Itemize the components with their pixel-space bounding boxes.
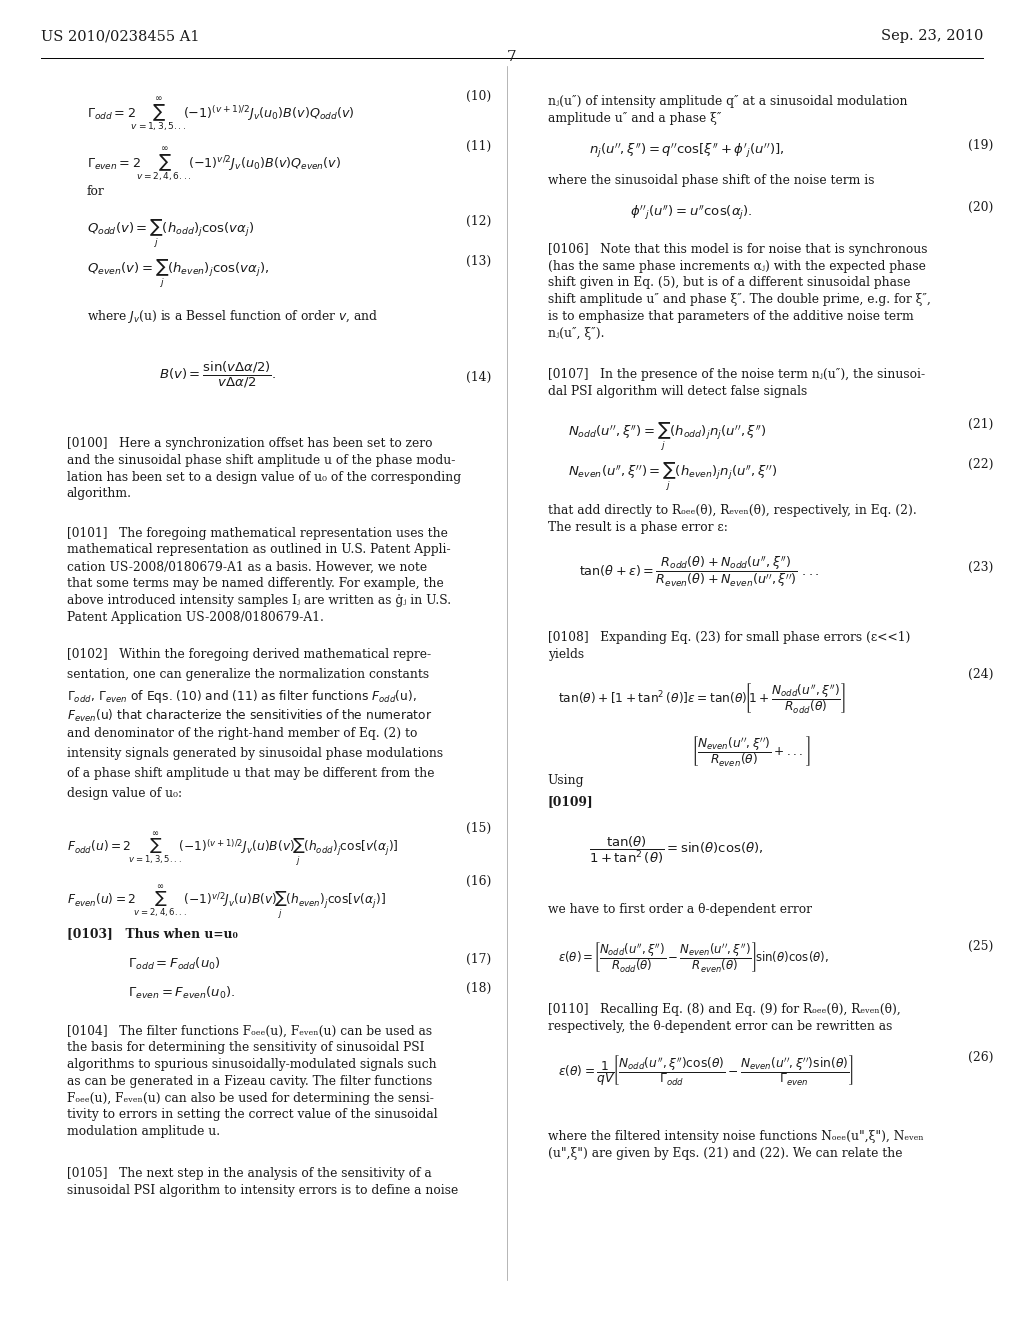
Text: $\varepsilon(\theta)=\!\left[\dfrac{N_{odd}(u'',\xi'')}{R_{odd}(\theta)}-\dfrac{: $\varepsilon(\theta)=\!\left[\dfrac{N_{o… [558, 940, 829, 974]
Text: [0104]   The filter functions Fₒₑₑ(u), Fₑᵥₑₙ(u) can be used as
the basis for det: [0104] The filter functions Fₒₑₑ(u), Fₑᵥ… [67, 1024, 437, 1138]
Text: [0106]   Note that this model is for noise that is synchronous
(has the same pha: [0106] Note that this model is for noise… [548, 243, 931, 339]
Text: (24): (24) [968, 668, 993, 681]
Text: $\dfrac{\tan(\theta)}{1+\tan^2(\theta)}=\sin(\theta)\cos(\theta),$: $\dfrac{\tan(\theta)}{1+\tan^2(\theta)}=… [589, 834, 763, 866]
Text: $B(v) = \dfrac{\sin(v\Delta\alpha/2)}{v\Delta\alpha/2}.$: $B(v) = \dfrac{\sin(v\Delta\alpha/2)}{v\… [159, 360, 276, 391]
Text: (25): (25) [968, 940, 993, 953]
Text: $\tan(\theta+\varepsilon)=\dfrac{R_{odd}(\theta)+N_{odd}(u'',\xi'')}{R_{even}(\t: $\tan(\theta+\varepsilon)=\dfrac{R_{odd}… [579, 554, 819, 590]
Text: [0100]   Here a synchronization offset has been set to zero
and the sinusoidal p: [0100] Here a synchronization offset has… [67, 437, 461, 500]
Text: Using: Using [548, 774, 585, 787]
Text: (19): (19) [968, 139, 993, 152]
Text: where the filtered intensity noise functions Nₒₑₑ(u",ξ"), Nₑᵥₑₙ
(u",ξ") are give: where the filtered intensity noise funct… [548, 1130, 924, 1160]
Text: (12): (12) [466, 215, 492, 228]
Text: (14): (14) [466, 371, 492, 384]
Text: (18): (18) [466, 982, 492, 995]
Text: 7: 7 [507, 50, 517, 65]
Text: Sep. 23, 2010: Sep. 23, 2010 [881, 29, 983, 44]
Text: $\varepsilon(\theta)=\dfrac{1}{qV}\!\left[\dfrac{N_{odd}(u'',\xi'')\cos(\theta)}: $\varepsilon(\theta)=\dfrac{1}{qV}\!\lef… [558, 1053, 854, 1088]
Text: [0105]   The next step in the analysis of the sensitivity of a
sinusoidal PSI al: [0105] The next step in the analysis of … [67, 1167, 458, 1197]
Text: (13): (13) [466, 255, 492, 268]
Text: (10): (10) [466, 90, 492, 103]
Text: that add directly to Rₒₑₑ(θ), Rₑᵥₑₙ(θ), respectively, in Eq. (2).
The result is : that add directly to Rₒₑₑ(θ), Rₑᵥₑₙ(θ), … [548, 504, 916, 535]
Text: (20): (20) [968, 201, 993, 214]
Text: (11): (11) [466, 140, 492, 153]
Text: $\Gamma_{odd} = 2\!\!\sum_{v=1,3,5...}^{\infty}\!\!(-1)^{(v+1)/2}J_v(u_0)B(v)Q_{: $\Gamma_{odd} = 2\!\!\sum_{v=1,3,5...}^{… [87, 95, 354, 133]
Text: $N_{odd}(u'',\xi'')=\sum_j (h_{odd})_j n_j(u'',\xi'')$: $N_{odd}(u'',\xi'')=\sum_j (h_{odd})_j n… [568, 421, 767, 454]
Text: [0102]   Within the foregoing derived mathematical repre-: [0102] Within the foregoing derived math… [67, 648, 431, 661]
Text: (26): (26) [968, 1051, 993, 1064]
Text: (23): (23) [968, 561, 993, 574]
Text: for: for [87, 185, 104, 198]
Text: design value of u₀:: design value of u₀: [67, 787, 181, 800]
Text: where $J_v$(u) is a Bessel function of order $v$, and: where $J_v$(u) is a Bessel function of o… [87, 308, 378, 325]
Text: (15): (15) [466, 822, 492, 836]
Text: US 2010/0238455 A1: US 2010/0238455 A1 [41, 29, 200, 44]
Text: and denominator of the right-hand member of Eq. (2) to: and denominator of the right-hand member… [67, 727, 417, 741]
Text: [0103]   Thus when u=u₀: [0103] Thus when u=u₀ [67, 927, 238, 940]
Text: of a phase shift amplitude u that may be different from the: of a phase shift amplitude u that may be… [67, 767, 434, 780]
Text: [0101]   The foregoing mathematical representation uses the
mathematical represe: [0101] The foregoing mathematical repres… [67, 527, 451, 623]
Text: $\Gamma_{odd}=F_{odd}(u_0)$: $\Gamma_{odd}=F_{odd}(u_0)$ [128, 956, 221, 972]
Text: $\Gamma_{even} = 2\!\!\sum_{v=2,4,6...}^{\infty}\!\!(-1)^{v/2}J_v(u_0)B(v)Q_{eve: $\Gamma_{even} = 2\!\!\sum_{v=2,4,6...}^… [87, 145, 341, 183]
Text: $F_{odd}(u) = 2\!\sum_{v=1,3,5...}^{\infty}\!\!(-1)^{(v+1)/2}J_v(u)B(v)\!\sum_j(: $F_{odd}(u) = 2\!\sum_{v=1,3,5...}^{\inf… [67, 830, 398, 869]
Text: nⱼ(u″) of intensity amplitude q″ at a sinusoidal modulation
amplitude u″ and a p: nⱼ(u″) of intensity amplitude q″ at a si… [548, 95, 907, 125]
Text: intensity signals generated by sinusoidal phase modulations: intensity signals generated by sinusoida… [67, 747, 442, 760]
Text: $\phi''_j(u'')=u''\cos(\alpha_j).$: $\phi''_j(u'')=u''\cos(\alpha_j).$ [630, 203, 753, 222]
Text: [0110]   Recalling Eq. (8) and Eq. (9) for Rₒₑₑ(θ), Rₑᵥₑₙ(θ),
respectively, the : [0110] Recalling Eq. (8) and Eq. (9) for… [548, 1003, 900, 1034]
Text: $\tan(\theta)+[1+\tan^2(\theta)]\varepsilon=\tan(\theta)\!\left[\!1+\dfrac{N_{od: $\tan(\theta)+[1+\tan^2(\theta)]\varepsi… [558, 681, 846, 715]
Text: (16): (16) [466, 875, 492, 888]
Text: [0107]   In the presence of the noise term nⱼ(u″), the sinusoi-
dal PSI algorith: [0107] In the presence of the noise term… [548, 368, 925, 399]
Text: (17): (17) [466, 953, 492, 966]
Text: [0109]: [0109] [548, 795, 594, 808]
Text: $N_{even}(u'',\xi'')=\sum_j (h_{even})_j n_j(u'',\xi'')$: $N_{even}(u'',\xi'')=\sum_j (h_{even})_j… [568, 461, 777, 494]
Text: (22): (22) [968, 458, 993, 471]
Text: $\Gamma_{odd}$, $\Gamma_{even}$ of Eqs. (10) and (11) as filter functions $F_{od: $\Gamma_{odd}$, $\Gamma_{even}$ of Eqs. … [67, 688, 417, 705]
Text: $\left[\dfrac{N_{even}(u'',\xi'')}{R_{even}(\theta)}+...\right]$: $\left[\dfrac{N_{even}(u'',\xi'')}{R_{ev… [691, 734, 811, 768]
Text: $n_j(u'',\xi'')=q''\cos[\xi''+\phi'_j(u'')],$: $n_j(u'',\xi'')=q''\cos[\xi''+\phi'_j(u'… [589, 141, 784, 160]
Text: (21): (21) [968, 418, 993, 432]
Text: we have to first order a θ-dependent error: we have to first order a θ-dependent err… [548, 903, 812, 916]
Text: sentation, one can generalize the normalization constants: sentation, one can generalize the normal… [67, 668, 429, 681]
Text: $Q_{even}(v) = \sum_{j} (h_{even})_j\cos(v\alpha_j),$: $Q_{even}(v) = \sum_{j} (h_{even})_j\cos… [87, 257, 269, 290]
Text: [0108]   Expanding Eq. (23) for small phase errors (ε<<1)
yields: [0108] Expanding Eq. (23) for small phas… [548, 631, 910, 661]
Text: $F_{even}(u) = 2\!\sum_{v=2,4,6...}^{\infty}\!\!(-1)^{v/2}J_v(u)B(v)\!\sum_j(h_{: $F_{even}(u) = 2\!\sum_{v=2,4,6...}^{\in… [67, 883, 385, 921]
Text: $Q_{odd}(v) = \sum_{j} (h_{odd})_j\cos(v\alpha_j)$: $Q_{odd}(v) = \sum_{j} (h_{odd})_j\cos(v… [87, 218, 255, 251]
Text: $F_{even}$(u) that characterize the sensitivities of the numerator: $F_{even}$(u) that characterize the sens… [67, 708, 432, 723]
Text: $\Gamma_{even}=F_{even}(u_0).$: $\Gamma_{even}=F_{even}(u_0).$ [128, 985, 236, 1001]
Text: where the sinusoidal phase shift of the noise term is: where the sinusoidal phase shift of the … [548, 174, 874, 187]
